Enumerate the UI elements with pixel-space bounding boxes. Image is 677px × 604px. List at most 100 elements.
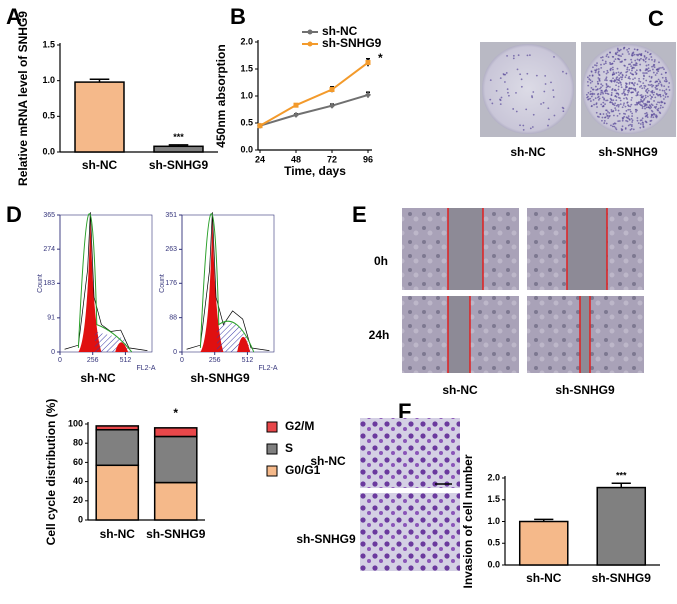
colony bbox=[601, 116, 604, 119]
colony bbox=[649, 84, 652, 87]
colony bbox=[603, 122, 606, 124]
colony bbox=[611, 125, 614, 128]
colony bbox=[663, 102, 666, 105]
colony bbox=[633, 67, 635, 69]
colony bbox=[613, 89, 616, 92]
colony bbox=[651, 65, 653, 68]
panel-letter: D bbox=[6, 202, 22, 227]
y-tick-label: 0.0 bbox=[487, 559, 500, 569]
colony bbox=[634, 87, 637, 90]
colony bbox=[655, 103, 658, 106]
colony bbox=[623, 102, 625, 105]
colony bbox=[611, 62, 614, 65]
colony bbox=[646, 114, 648, 117]
colony bbox=[610, 91, 613, 94]
colony bbox=[613, 114, 615, 117]
colony bbox=[612, 110, 615, 112]
colony bbox=[630, 61, 633, 64]
x-tick-label: sh-SNHG9 bbox=[592, 571, 652, 585]
y-tick-label: 0 bbox=[51, 349, 55, 356]
colony bbox=[615, 77, 618, 80]
y-axis-label: Count bbox=[159, 274, 166, 293]
colony bbox=[654, 96, 657, 99]
colony bbox=[605, 86, 608, 89]
colony bbox=[641, 107, 644, 110]
y-tick-label: 176 bbox=[165, 280, 177, 287]
colony bbox=[610, 80, 613, 83]
photo bbox=[360, 418, 460, 488]
colony bbox=[634, 71, 637, 73]
colony bbox=[636, 117, 639, 119]
colony bbox=[638, 80, 640, 82]
colony bbox=[631, 119, 634, 122]
colony bbox=[611, 103, 614, 105]
colony bbox=[639, 94, 642, 97]
histogram-outline bbox=[64, 212, 148, 351]
colony bbox=[605, 72, 608, 75]
colony bbox=[632, 87, 635, 90]
colony bbox=[595, 103, 598, 106]
y-tick-label: 91 bbox=[47, 315, 55, 322]
colony bbox=[629, 105, 632, 108]
colony bbox=[642, 125, 645, 128]
colony bbox=[628, 76, 631, 78]
colony bbox=[589, 79, 592, 82]
colony bbox=[652, 116, 655, 119]
colony bbox=[631, 115, 634, 117]
colony bbox=[607, 56, 610, 58]
g2-peak bbox=[237, 336, 251, 352]
colony bbox=[594, 64, 596, 67]
colony bbox=[601, 96, 604, 99]
colony bbox=[630, 54, 633, 56]
colony bbox=[600, 63, 602, 66]
colony bbox=[646, 116, 649, 119]
colony bbox=[627, 108, 630, 111]
colony bbox=[659, 93, 662, 96]
colony bbox=[630, 99, 633, 101]
colony bbox=[587, 91, 590, 94]
colony bbox=[639, 123, 642, 125]
colony bbox=[605, 79, 608, 82]
colony bbox=[522, 124, 525, 127]
colony bbox=[623, 94, 626, 96]
colony bbox=[550, 81, 552, 84]
colony bbox=[590, 70, 593, 73]
colony bbox=[653, 100, 655, 102]
colony bbox=[610, 98, 612, 101]
colony bbox=[635, 73, 638, 75]
colony bbox=[642, 123, 644, 126]
legend-swatch bbox=[266, 443, 278, 455]
colony bbox=[644, 107, 646, 110]
annotation: * bbox=[173, 406, 178, 420]
colony bbox=[665, 88, 668, 91]
colony bbox=[619, 99, 622, 102]
colony bbox=[619, 48, 622, 51]
colony bbox=[619, 61, 622, 63]
colony bbox=[650, 119, 653, 122]
colony bbox=[515, 110, 518, 113]
colony bbox=[598, 74, 601, 77]
colony bbox=[632, 91, 635, 94]
colony bbox=[624, 65, 626, 67]
colony bbox=[632, 83, 635, 86]
x-axis-label: FL2-A bbox=[258, 365, 277, 372]
histogram-outline bbox=[186, 212, 270, 351]
colony bbox=[491, 102, 494, 105]
colony bbox=[623, 97, 625, 100]
colony bbox=[649, 69, 651, 72]
colony bbox=[586, 80, 589, 83]
bar-segment bbox=[153, 435, 198, 484]
y-tick-label: 40 bbox=[73, 476, 83, 486]
colony bbox=[597, 68, 600, 70]
y-tick-label: 0.0 bbox=[240, 144, 253, 154]
colony bbox=[489, 98, 492, 101]
y-tick-label: 263 bbox=[165, 246, 177, 253]
colony bbox=[601, 84, 604, 87]
colony bbox=[645, 88, 648, 91]
g1-peak bbox=[200, 215, 224, 352]
colony bbox=[648, 58, 650, 61]
y-tick-label: 1.0 bbox=[42, 75, 55, 85]
colony bbox=[628, 119, 631, 121]
colony bbox=[621, 118, 624, 120]
colony bbox=[635, 62, 638, 64]
